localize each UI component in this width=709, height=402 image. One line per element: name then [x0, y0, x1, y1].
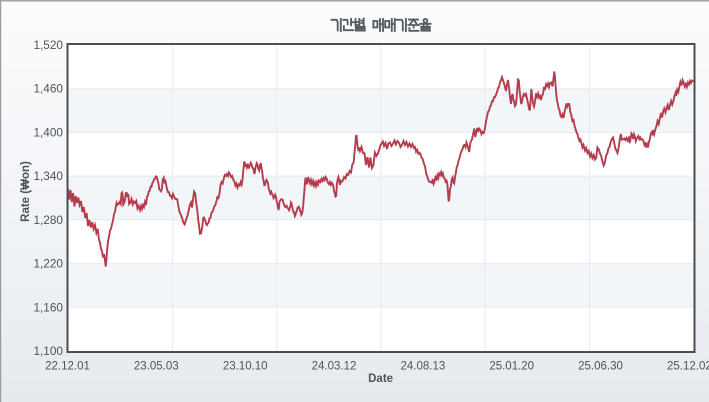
svg-text:1,340: 1,340 [33, 169, 63, 183]
svg-text:1,160: 1,160 [33, 300, 63, 314]
svg-text:1,460: 1,460 [33, 82, 63, 96]
svg-text:25.01.20: 25.01.20 [489, 360, 534, 372]
svg-text:23.10.10: 23.10.10 [223, 360, 268, 372]
svg-text:1,400: 1,400 [33, 125, 63, 139]
svg-text:Date: Date [368, 373, 393, 385]
svg-text:1,520: 1,520 [33, 38, 63, 52]
svg-text:22.12.01: 22.12.01 [45, 360, 90, 372]
svg-text:1,220: 1,220 [33, 257, 63, 271]
svg-text:1,280: 1,280 [33, 213, 63, 227]
svg-text:25.06.30: 25.06.30 [578, 360, 623, 372]
svg-text:Rate (₩on): Rate (₩on) [20, 161, 32, 222]
svg-text:24.03.12: 24.03.12 [312, 360, 357, 372]
svg-text:23.05.03: 23.05.03 [134, 360, 179, 372]
svg-text:24.08.13: 24.08.13 [401, 360, 446, 372]
svg-text:1,100: 1,100 [33, 344, 63, 358]
svg-text:25.12.02: 25.12.02 [667, 360, 709, 372]
